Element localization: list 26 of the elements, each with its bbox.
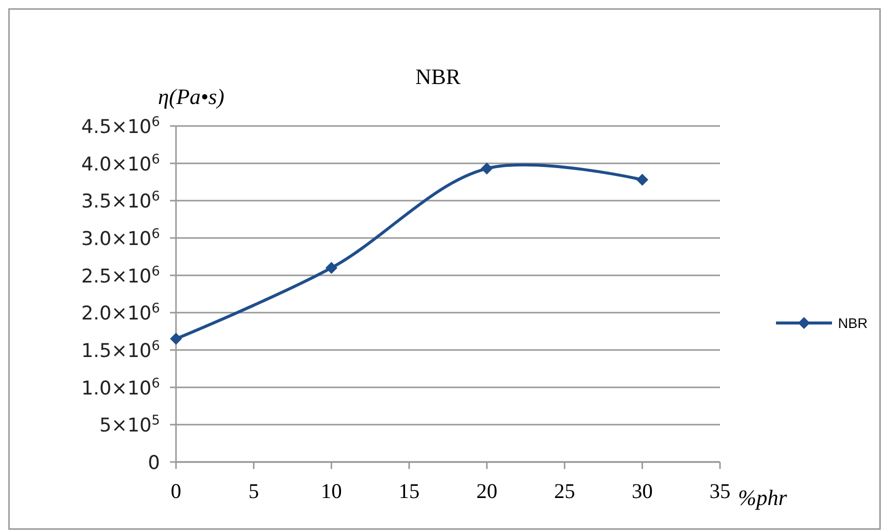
y-tick-label: 3.0×10$^{6}$ xyxy=(81,226,160,250)
y-tick-label: 2.5×10$^{6}$ xyxy=(81,264,160,288)
x-axis-title: %phr xyxy=(738,485,788,510)
x-tick-label: 35 xyxy=(710,479,730,503)
point xyxy=(636,174,648,186)
x-tick-label: 30 xyxy=(632,479,653,503)
x-tick-label: 20 xyxy=(476,479,498,503)
x-tick-label: 10 xyxy=(320,479,342,503)
y-tick-label: 0 xyxy=(148,452,160,474)
x-tick-label: 5 xyxy=(248,479,259,503)
y-tick-label: 5×10$^{5}$ xyxy=(99,413,160,437)
y-tick-label: 4.0×10$^{6}$ xyxy=(81,152,160,176)
y-tick-label: 1.5×10$^{6}$ xyxy=(81,338,160,362)
point xyxy=(480,162,493,175)
chart-title: NBR xyxy=(415,64,461,89)
legend-label: NBR xyxy=(838,315,868,331)
y-tick-label: 3.5×10$^{6}$ xyxy=(81,189,160,213)
x-tick-label: 0 xyxy=(170,479,182,503)
y-axis-title: η(Pa•s) xyxy=(158,84,224,109)
y-tick-label: 1.0×10$^{6}$ xyxy=(81,376,160,400)
x-tick-label: 25 xyxy=(554,479,576,503)
y-tick-label: 2.0×10$^{6}$ xyxy=(81,301,160,325)
y-tick-label: 4.5×10$^{6}$ xyxy=(81,114,160,138)
point xyxy=(170,332,182,345)
point xyxy=(325,262,338,274)
x-tick-label: 15 xyxy=(398,479,420,503)
